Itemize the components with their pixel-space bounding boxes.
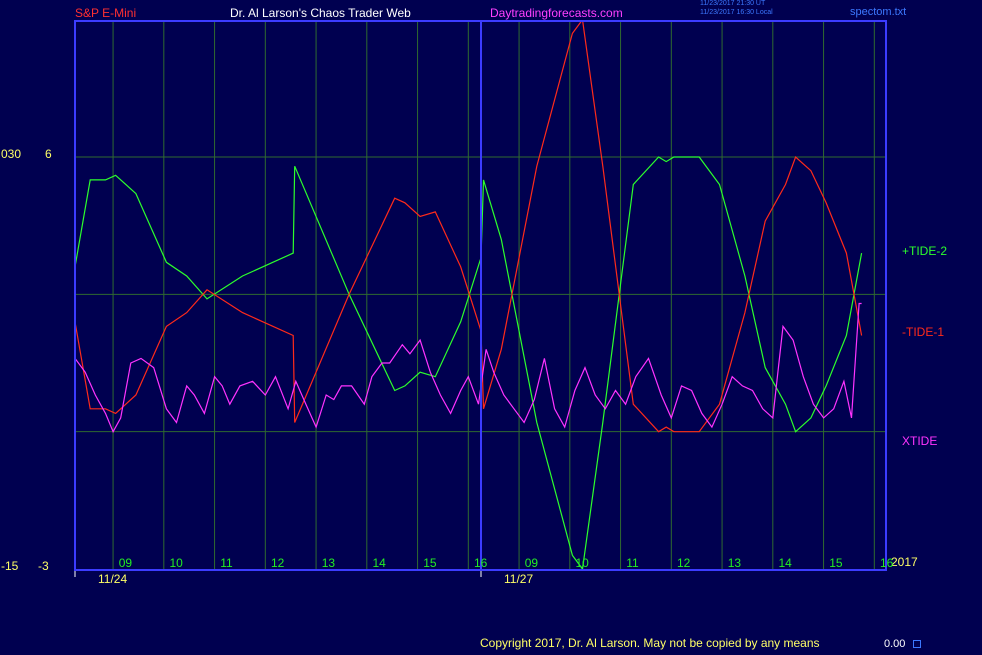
x-hour-label: 14 bbox=[778, 556, 792, 570]
y-tick-top: 6 bbox=[45, 147, 52, 161]
x-hour-label: 12 bbox=[271, 556, 285, 570]
x-hour-label: 10 bbox=[575, 556, 589, 570]
x-hour-label: 11 bbox=[220, 556, 233, 570]
series-xtide bbox=[75, 302, 862, 434]
x-hour-label: 10 bbox=[169, 556, 183, 570]
timestamp-local: 11/23/2017 16:30 Local bbox=[700, 9, 773, 16]
x-hour-label: 14 bbox=[372, 556, 386, 570]
series-tide-plus bbox=[75, 156, 863, 570]
x-hour-label: 15 bbox=[829, 556, 843, 570]
author-title: Dr. Al Larson's Chaos Trader Web bbox=[230, 6, 411, 20]
x-hour-label: 13 bbox=[727, 556, 742, 570]
timestamp-utc: 11/23/2017 21:30 UT bbox=[700, 0, 766, 7]
small-square-icon bbox=[913, 640, 921, 648]
x-hour-label: 09 bbox=[524, 556, 539, 570]
y-tick-bottom: -3 bbox=[38, 559, 49, 573]
legend-tide-plus: +TIDE-2 bbox=[902, 244, 948, 258]
x-hour-label: 16 bbox=[880, 556, 894, 570]
y-tick-bottom-alt: -15 bbox=[1, 559, 19, 573]
year-label: 2017 bbox=[891, 555, 918, 569]
x-hour-label: 16 bbox=[474, 556, 488, 570]
x-hour-label: 09 bbox=[118, 556, 133, 570]
legend-xtide: XTIDE bbox=[902, 434, 938, 448]
plot-frame bbox=[74, 20, 887, 577]
instrument-title: S&P E-Mini bbox=[75, 6, 137, 20]
y-tick-top-alt: 030 bbox=[1, 147, 22, 161]
x-hour-label: 11 bbox=[626, 556, 639, 570]
x-date-label: 11/24 bbox=[98, 572, 128, 586]
series-tide-minus bbox=[75, 21, 863, 433]
x-hour-label: 15 bbox=[423, 556, 437, 570]
file-name: spectom.txt bbox=[850, 6, 907, 18]
x-hour-label: 13 bbox=[321, 556, 336, 570]
x-hour-label: 12 bbox=[677, 556, 691, 570]
copyright-text: Copyright 2017, Dr. Al Larson. May not b… bbox=[480, 636, 820, 650]
legend-tide-minus: -TIDE-1 bbox=[902, 325, 944, 339]
footer-value: 0.00 bbox=[884, 638, 906, 650]
x-date-label: 11/27 bbox=[504, 572, 534, 586]
site-link[interactable]: Daytradingforecasts.com bbox=[490, 6, 623, 20]
series-lines bbox=[75, 21, 863, 570]
